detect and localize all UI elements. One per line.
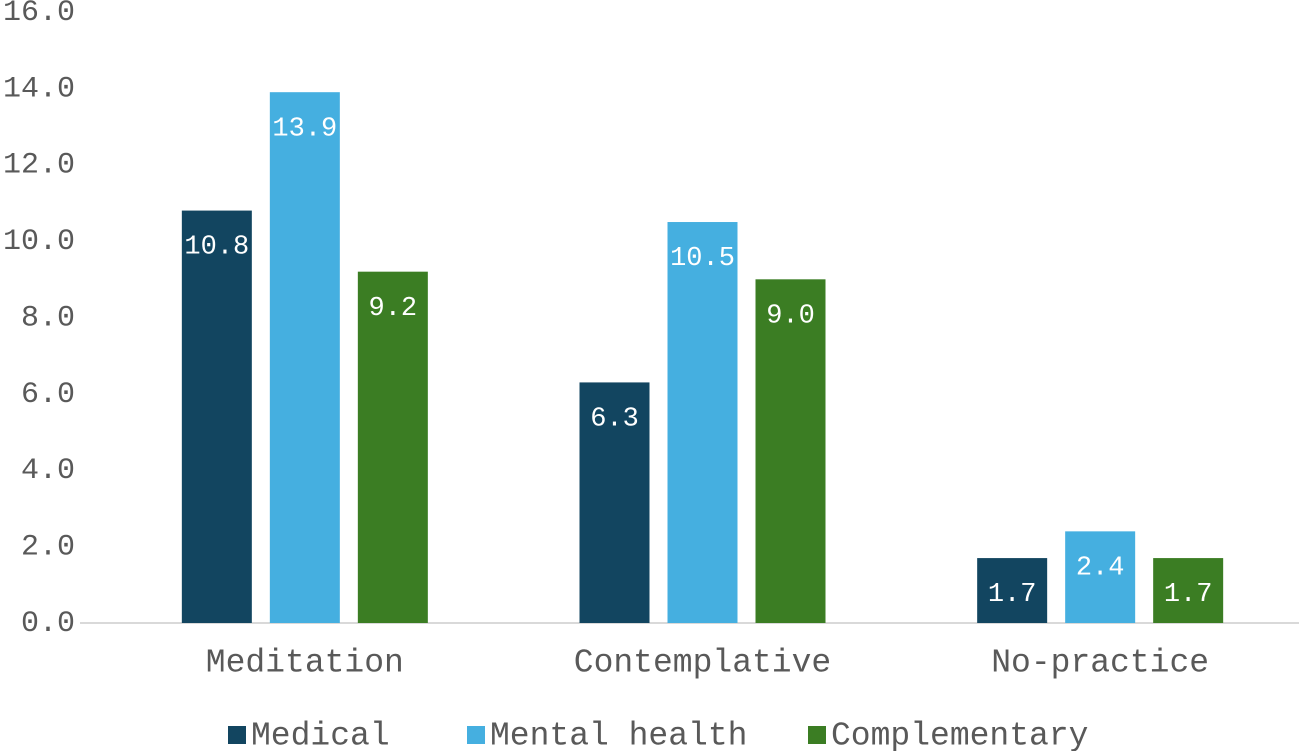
value-label: 13.9 (272, 114, 337, 144)
bar (1153, 558, 1224, 623)
x-tick-label: Meditation (206, 645, 404, 682)
y-tick-label: 12.0 (3, 149, 75, 183)
bar (579, 382, 650, 623)
bar (181, 210, 252, 623)
y-tick-label: 10.0 (3, 225, 75, 259)
legend-label: Mental health (490, 718, 747, 751)
value-label: 2.4 (1076, 553, 1125, 583)
y-tick-label: 0.0 (21, 607, 75, 641)
y-tick-label: 6.0 (21, 378, 75, 412)
legend-label: Complementary (831, 718, 1088, 751)
value-label: 10.5 (670, 244, 735, 274)
legend-swatch (808, 726, 826, 744)
legend-label: Medical (251, 718, 390, 751)
bar (269, 92, 340, 624)
x-tick-label: Contemplative (574, 645, 831, 682)
value-label: 6.3 (590, 405, 639, 435)
x-tick-label: No-practice (991, 645, 1209, 682)
y-tick-label: 14.0 (3, 72, 75, 106)
legend-swatch (228, 726, 246, 744)
y-tick-label: 2.0 (21, 531, 75, 565)
bar (1065, 531, 1136, 623)
value-label: 9.0 (766, 301, 815, 331)
y-tick-label: 16.0 (3, 0, 75, 30)
bar (755, 279, 826, 623)
bar (357, 271, 428, 623)
legend-swatch (467, 726, 485, 744)
bar (977, 558, 1048, 623)
value-label: 1.7 (1164, 580, 1213, 610)
value-label: 10.8 (184, 233, 249, 263)
y-tick-label: 8.0 (21, 301, 75, 335)
bar (667, 222, 738, 623)
y-tick-label: 4.0 (21, 454, 75, 488)
value-label: 9.2 (369, 294, 418, 324)
value-label: 1.7 (988, 580, 1037, 610)
